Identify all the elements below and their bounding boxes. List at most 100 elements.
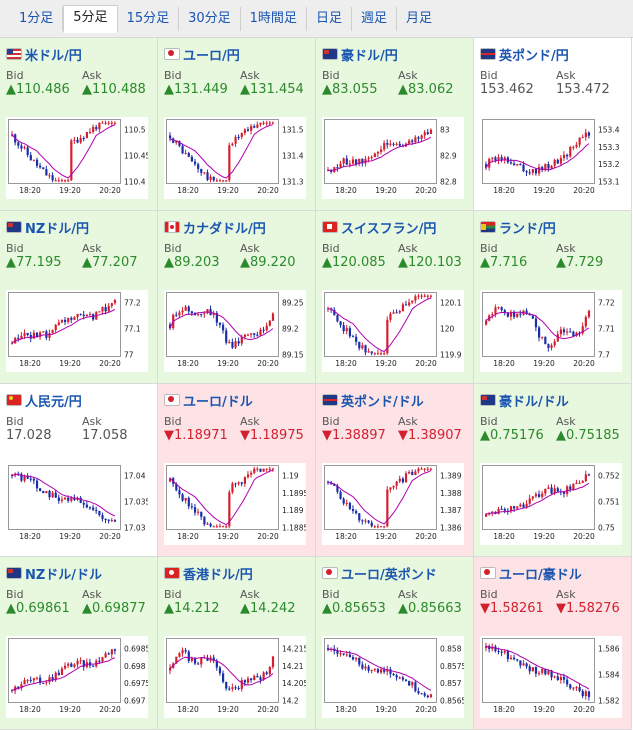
x-tick-label: 20:20 — [415, 532, 437, 541]
pair-name-link[interactable]: 香港ドル/円 — [183, 567, 253, 583]
mini-chart[interactable]: 0.6985 0.698 0.6975 0.697 18:20 19:20 20:20 — [6, 636, 148, 718]
candle-body — [54, 324, 57, 330]
candle-body — [45, 491, 48, 493]
pair-name-link[interactable]: ユーロ/円 — [183, 48, 240, 64]
pair-name-link[interactable]: ランド/円 — [499, 221, 556, 237]
candle-body — [237, 136, 240, 138]
candle-body — [42, 167, 45, 170]
tab-6[interactable]: 週足 — [352, 6, 397, 31]
bid-value: ▲14.212 — [164, 601, 220, 616]
rate-cell[interactable]: NZドル/円 Bid Ask ▲77.195 ▲77.207 77.2 77.1 77 18:2… — [0, 211, 158, 384]
mini-chart[interactable]: 131.5 131.4 131.3 18:20 19:20 20:20 — [164, 117, 306, 199]
mini-chart[interactable]: 0.752 0.751 0.75 18:20 19:20 20:20 — [480, 463, 622, 545]
bid-value: ▲0.69861 — [6, 601, 70, 616]
mini-chart[interactable]: 1.19 1.1895 1.189 1.1885 18:20 19:20 20:20 — [164, 463, 306, 545]
tab-1[interactable]: 5分足 — [63, 4, 118, 33]
candle-body — [107, 122, 110, 124]
rate-cell[interactable]: 豪ドル/ドル Bid Ask ▲0.75176 ▲0.75185 0.752 0.751 0.… — [474, 384, 632, 557]
rate-cell[interactable]: 米ドル/円 Bid Ask ▲110.486 ▲110.488 110.5 110.45 11… — [0, 38, 158, 211]
rate-cell[interactable]: 英ポンド/円 Bid Ask 153.462 153.472 153.4 153.3 153.… — [474, 38, 632, 211]
bid-ask-labels: Bid Ask — [322, 242, 473, 255]
rate-cell[interactable]: カナダドル/円 Bid Ask ▲89.203 ▲89.220 89.25 89.2 89.1… — [158, 211, 316, 384]
ask-label: Ask — [398, 69, 418, 82]
mini-chart-svg: 14.215 14.21 14.205 14.2 18:20 19:20 20:20 — [164, 636, 306, 718]
bid-ask-values: ▲0.69861 ▲0.69877 — [6, 601, 157, 617]
ask-value: ▲110.488 — [82, 82, 146, 97]
pair-name-link[interactable]: ユーロ/豪ドル — [499, 567, 582, 583]
pair-name-link[interactable]: ユーロ/英ポンド — [341, 567, 437, 583]
pair-name-link[interactable]: 英ポンド/円 — [499, 48, 569, 64]
candle-body — [351, 509, 355, 512]
pair-name-link[interactable]: 豪ドル/ドル — [499, 394, 569, 410]
candle-body — [578, 482, 581, 484]
pair-name-link[interactable]: NZドル/ドル — [25, 567, 103, 583]
candle-body — [265, 468, 268, 470]
tab-7[interactable]: 月足 — [405, 10, 432, 26]
mini-chart[interactable]: 77.2 77.1 77 18:20 19:20 20:20 — [6, 290, 148, 372]
candle-body — [92, 126, 95, 132]
rate-cell[interactable]: NZドル/ドル Bid Ask ▲0.69861 ▲0.69877 0.6985 0.698… — [0, 557, 158, 730]
candle-body — [42, 682, 45, 684]
candle-body — [225, 180, 228, 182]
candle-body — [562, 677, 566, 680]
mini-chart-svg: 7.72 7.71 7.7 18:20 19:20 20:20 — [480, 290, 622, 372]
mini-chart[interactable]: 83 82.9 82.8 18:20 19:20 20:20 — [322, 117, 464, 199]
rate-cell[interactable]: 人民元/円 Bid Ask 17.028 17.058 17.04 17.035 17.03 1… — [0, 384, 158, 557]
rate-cell[interactable]: 英ポンド/ドル Bid Ask ▼1.38897 ▼1.38907 1.389 1.388 1… — [316, 384, 474, 557]
candle-body — [190, 156, 194, 162]
pair-name-link[interactable]: ユーロ/ドル — [183, 394, 253, 410]
candle-body — [417, 295, 420, 297]
bid-label: Bid — [322, 588, 340, 601]
rate-cell[interactable]: ユーロ/ドル Bid Ask ▼1.18971 ▼1.18975 1.19 1.1895 1.… — [158, 384, 316, 557]
mini-chart[interactable]: 110.5 110.45 110.4 18:20 19:20 20:20 — [6, 117, 148, 199]
rate-cell[interactable]: ユーロ/円 Bid Ask ▲131.449 ▲131.454 131.5 131.4 131… — [158, 38, 316, 211]
y-tick-label: 82.8 — [440, 178, 457, 187]
mini-chart-svg: 0.858 0.8575 0.857 0.8565 18:20 19:20 20:20 — [322, 636, 464, 718]
candle-body — [408, 140, 411, 144]
y-tick-label: 1.189 — [282, 506, 304, 515]
mini-chart[interactable]: 89.25 89.2 89.15 18:20 19:20 20:20 — [164, 290, 306, 372]
pair-name-link[interactable]: 米ドル/円 — [25, 48, 82, 64]
rate-cell[interactable]: スイスフラン/円 Bid Ask ▲120.085 ▲120.103 120.1 120 11… — [316, 211, 474, 384]
candle-body — [250, 678, 253, 681]
candle-body — [107, 519, 110, 521]
pair-name-link[interactable]: 豪ドル/円 — [341, 48, 398, 64]
pair-name-link[interactable]: カナダドル/円 — [183, 221, 266, 237]
x-tick-label: 20:20 — [99, 359, 121, 368]
mini-chart[interactable]: 1.586 1.584 1.582 18:20 19:20 20:20 — [480, 636, 622, 718]
rate-cell[interactable]: 香港ドル/円 Bid Ask ▲14.212 ▲14.242 14.215 14.21 14.… — [158, 557, 316, 730]
y-tick-label: 17.035 — [124, 498, 148, 507]
rate-cell[interactable]: ユーロ/英ポンド Bid Ask ▲0.85653 ▲0.85663 0.858 0.857… — [316, 557, 474, 730]
eu-flag-icon — [322, 567, 338, 579]
pair-name-link[interactable]: NZドル/円 — [25, 221, 90, 237]
candle-body — [51, 175, 54, 181]
pair-name-link[interactable]: 人民元/円 — [25, 394, 82, 410]
rate-cell[interactable]: 豪ドル/円 Bid Ask ▲83.055 ▲83.062 83 82.9 82.8 18:20… — [316, 38, 474, 211]
tab-0[interactable]: 1分足 — [10, 6, 64, 31]
candle-body — [528, 314, 531, 316]
candle-body — [562, 154, 566, 159]
mini-chart[interactable]: 153.4 153.3 153.2 153.1 18:20 19:20 20:20 — [480, 117, 622, 199]
bid-ask-values: ▼1.38897 ▼1.38907 — [322, 428, 473, 444]
tab-4[interactable]: 1時間足 — [241, 6, 307, 31]
tab-2[interactable]: 15分足 — [118, 6, 180, 31]
pair-name-link[interactable]: スイスフラン/円 — [341, 221, 437, 237]
y-tick-label: 14.205 — [282, 679, 306, 688]
tab-5[interactable]: 日足 — [307, 6, 352, 31]
tab-3[interactable]: 30分足 — [179, 6, 241, 31]
pair-name-link[interactable]: 英ポンド/ドル — [341, 394, 424, 410]
candle-body — [383, 142, 386, 150]
candle-body — [76, 497, 79, 501]
mini-chart[interactable]: 120.1 120 119.9 18:20 19:20 20:20 — [322, 290, 464, 372]
candle-body — [200, 511, 203, 517]
mini-chart[interactable]: 7.72 7.71 7.7 18:20 19:20 20:20 — [480, 290, 622, 372]
mini-chart[interactable]: 1.389 1.388 1.387 1.386 18:20 19:20 20:20 — [322, 463, 464, 545]
mini-chart[interactable]: 0.858 0.8575 0.857 0.8565 18:20 19:20 20:20 — [322, 636, 464, 718]
rate-cell[interactable]: ランド/円 Bid Ask ▲7.716 ▲7.729 7.72 7.71 7.7 18:20 1… — [474, 211, 632, 384]
mini-chart[interactable]: 14.215 14.21 14.205 14.2 18:20 19:20 20:20 — [164, 636, 306, 718]
rate-cell[interactable]: ユーロ/豪ドル Bid Ask ▼1.58261 ▼1.58276 1.586 1.584 1… — [474, 557, 632, 730]
mini-chart[interactable]: 17.04 17.035 17.03 18:20 19:20 20:20 — [6, 463, 148, 545]
candle-body — [253, 333, 256, 335]
candle-body — [234, 687, 237, 689]
candle-body — [79, 660, 82, 662]
